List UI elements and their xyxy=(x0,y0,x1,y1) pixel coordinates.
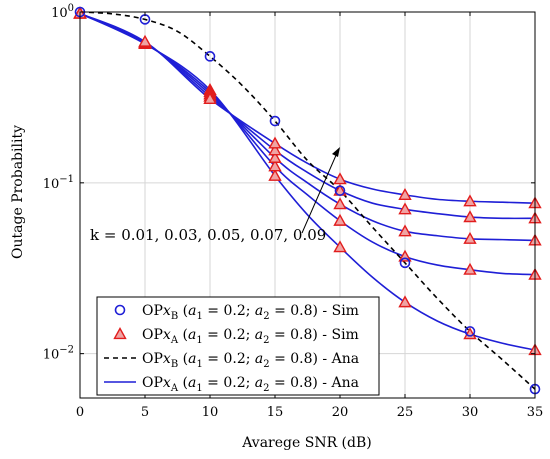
annotation-text: k = 0.01, 0.03, 0.05, 0.07, 0.09 xyxy=(90,226,326,244)
xa-sim-marker xyxy=(463,210,477,223)
x-tick-label: 5 xyxy=(141,405,149,420)
legend-label: OPxB (a1 = 0.2; a2 = 0.8) - Ana xyxy=(142,351,359,370)
x-tick-label: 30 xyxy=(462,405,479,420)
x-tick-label: 20 xyxy=(332,405,349,420)
y-axis-label: Outage Probability xyxy=(10,125,26,259)
legend-label: OPxA (a1 = 0.2; a2 = 0.8) - Ana xyxy=(142,375,359,394)
xa-sim-marker xyxy=(333,213,347,226)
xb-ana-line xyxy=(79,11,536,390)
xa-sim-marker xyxy=(268,168,282,181)
annotation-arrow-head xyxy=(332,147,340,157)
xa-sim-marker xyxy=(203,91,217,104)
y-tick-label: 100 xyxy=(51,3,74,21)
x-axis-label: Avarege SNR (dB) xyxy=(241,435,371,451)
xa-sim-marker xyxy=(333,197,347,210)
xb-sim-marker xyxy=(399,257,411,269)
legend-box xyxy=(96,296,380,396)
x-tick-label: 15 xyxy=(267,405,284,420)
legend-circle-marker xyxy=(114,304,126,316)
y-tick-label: 10−2 xyxy=(43,345,74,363)
xa-sim-marker xyxy=(398,224,412,237)
xa-sim-marker xyxy=(463,262,477,275)
legend-triangle-marker xyxy=(113,327,127,340)
xb-sim-marker xyxy=(464,326,476,337)
xa-sim-marker xyxy=(398,295,412,308)
legend-entry: OPxB (a1 = 0.2; a2 = 0.8) - Ana xyxy=(104,351,359,370)
xa-sim-marker xyxy=(268,159,282,172)
xb-sim-marker xyxy=(269,115,281,127)
x-tick-label: 0 xyxy=(76,405,84,420)
k-annotation: k = 0.01, 0.03, 0.05, 0.07, 0.09 xyxy=(90,147,340,244)
xa-sim-marker xyxy=(463,231,477,244)
xa-sim-marker xyxy=(138,34,152,47)
x-tick-label: 10 xyxy=(202,405,219,420)
xa-sim-marker xyxy=(333,172,347,185)
axis-ticks: 0 5 10 15 20 25 30 35 100 10−1 10−2 xyxy=(43,3,544,420)
y-tick-label: 10−1 xyxy=(43,174,74,192)
xa-sim-marker xyxy=(333,240,347,253)
xb-sim-marker xyxy=(334,185,346,196)
annotation-arrow-line xyxy=(301,152,338,234)
plot-frame xyxy=(79,11,536,399)
x-tick-label: 25 xyxy=(397,405,414,420)
xa-sim-marker xyxy=(398,187,412,200)
legend-label: OPxB (a1 = 0.2; a2 = 0.8) - Sim xyxy=(142,303,359,322)
xa-sim-marker xyxy=(268,143,282,156)
xb-sim-marker xyxy=(204,51,216,62)
legend-label: OPxA (a1 = 0.2; a2 = 0.8) - Sim xyxy=(142,327,359,346)
legend: OPxB (a1 = 0.2; a2 = 0.8) - Sim OPxA (a1 … xyxy=(96,296,380,396)
xa-sim-marker xyxy=(268,150,282,163)
xa-sim-marker xyxy=(463,327,477,340)
xa-sim-marker xyxy=(268,136,282,149)
x-tick-label: 35 xyxy=(527,405,544,420)
xa-sim-marker xyxy=(398,202,412,215)
xa-sim-marker xyxy=(463,194,477,207)
legend-entry: OPxA (a1 = 0.2; a2 = 0.8) - Sim xyxy=(113,327,359,346)
legend-entry: OPxA (a1 = 0.2; a2 = 0.8) - Ana xyxy=(104,375,359,394)
legend-entry: OPxB (a1 = 0.2; a2 = 0.8) - Sim xyxy=(114,303,359,322)
